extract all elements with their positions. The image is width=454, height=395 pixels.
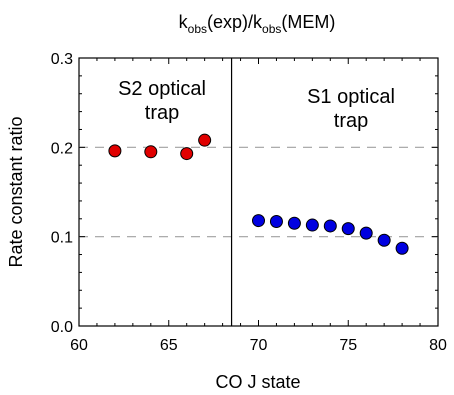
x-tick-label: 60 [70,337,88,354]
title-part-exp: (exp)/k [207,12,263,32]
tick-labels: 60 65 70 75 80 0.0 0.1 0.2 0.3 [51,51,447,354]
data-point-series-1 [180,147,194,161]
title-part-mem: (MEM) [281,12,335,32]
data-point-series-2 [269,214,283,228]
x-tick-label: 70 [250,337,268,354]
data-point-series-2 [395,241,409,255]
data-point-series-2 [287,216,301,230]
data-point-series-1 [198,133,212,147]
y-tick-label: 0.1 [51,230,73,247]
data-point-series-2 [341,222,355,236]
x-axis-label: CO J state [215,372,300,392]
reference-lines [79,146,438,238]
chart-title: kobs(exp)/kobs(MEM) [179,12,336,36]
data-point-series-2 [305,218,319,232]
y-tick-label: 0.3 [51,51,73,68]
title-part-k1: k [179,12,189,32]
y-tick-label: 0.0 [51,319,73,336]
annotation-left-line2: trap [145,102,179,124]
x-tick-label: 80 [429,337,447,354]
data-point-series-1 [144,145,158,159]
title-subscript-obs1: obs [188,22,207,36]
axis-ticks [78,57,439,327]
data-points [108,133,409,255]
annotation-right-line2: trap [334,110,368,132]
y-tick-label: 0.2 [51,140,73,157]
data-point-series-2 [252,214,265,228]
data-point-series-2 [377,233,391,247]
data-point-series-1 [108,144,122,158]
x-tick-label: 65 [160,337,178,354]
annotation-right-line1: S1 optical [307,86,395,108]
data-point-series-2 [323,219,337,233]
annotation-left-line1: S2 optical [118,78,206,100]
x-tick-label: 75 [339,337,357,354]
y-axis-label: Rate constant ratio [6,116,26,267]
title-subscript-obs2: obs [262,22,281,36]
data-point-series-2 [359,226,373,240]
